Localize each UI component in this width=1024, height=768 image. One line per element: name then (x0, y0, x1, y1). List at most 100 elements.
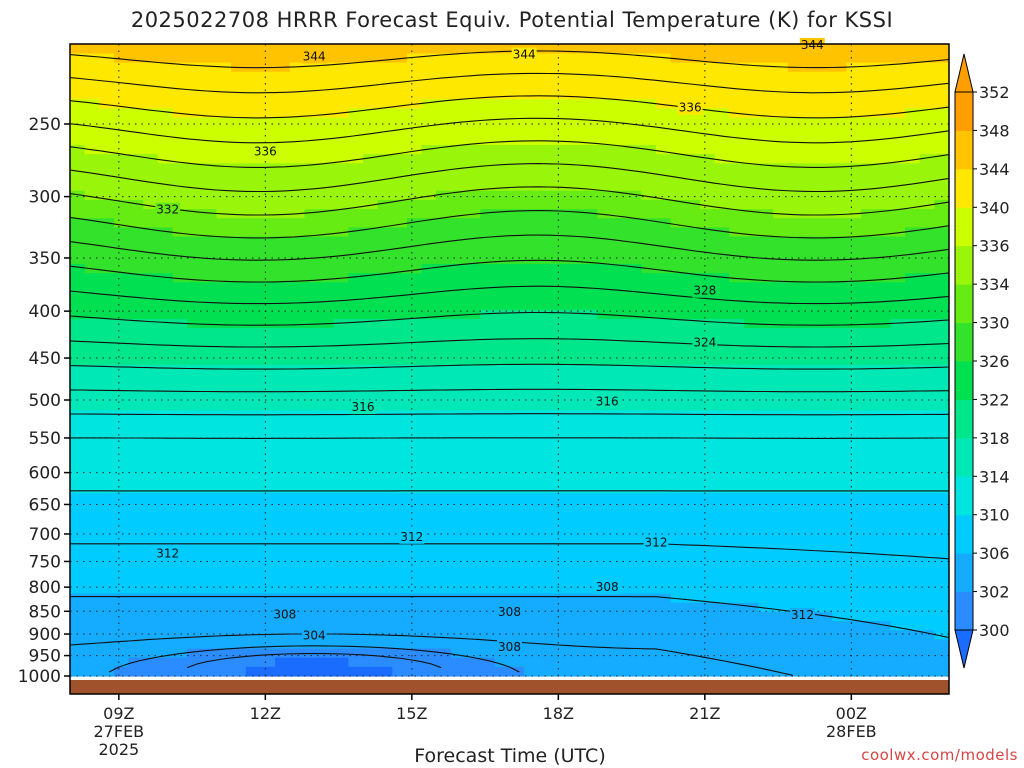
field-cell (494, 328, 511, 338)
field-cell (685, 300, 701, 311)
field-cell (538, 520, 555, 531)
field-cell (597, 53, 613, 64)
field-cell (465, 456, 481, 467)
field-cell (714, 383, 730, 393)
field-cell (480, 465, 496, 476)
field-cell (245, 666, 262, 677)
field-cell (787, 117, 804, 128)
field-cell (348, 383, 364, 393)
field-cell (363, 437, 379, 448)
field-cell (99, 62, 115, 73)
field-cell (187, 584, 203, 595)
field-cell (729, 71, 745, 82)
field-cell (70, 145, 86, 155)
field-cell (128, 630, 144, 640)
field-cell (231, 218, 247, 229)
field-cell (304, 474, 320, 485)
field-cell (113, 447, 130, 457)
field-cell (524, 117, 540, 128)
field-cell (846, 474, 862, 485)
field-cell (509, 199, 525, 210)
field-cell (919, 218, 935, 229)
credit-link[interactable]: coolwx.com/models (861, 746, 1018, 764)
field-cell (157, 639, 174, 650)
field-cell (319, 135, 335, 146)
field-cell (743, 254, 760, 265)
field-cell (831, 80, 848, 91)
field-cell (743, 309, 760, 320)
field-cell (363, 245, 379, 256)
field-cell (113, 163, 130, 174)
field-cell (597, 273, 613, 283)
field-cell (99, 383, 115, 393)
contour-label: 344 (513, 48, 536, 62)
field-cell (84, 419, 100, 430)
field-cell (919, 492, 935, 503)
field-cell (802, 602, 818, 613)
field-cell (201, 318, 218, 329)
field-cell (450, 236, 467, 247)
field-cell (187, 99, 203, 109)
field-cell (802, 419, 818, 430)
field-cell (450, 245, 467, 256)
field-cell (568, 419, 584, 430)
field-cell (216, 419, 232, 430)
field-cell (773, 318, 789, 329)
field-cell (99, 53, 115, 64)
field-cell (582, 383, 598, 393)
field-cell (84, 602, 100, 613)
field-cell (919, 556, 935, 567)
field-cell (128, 511, 144, 521)
field-cell (641, 346, 657, 357)
field-cell (802, 282, 818, 293)
field-cell (260, 117, 276, 128)
field-cell (392, 419, 408, 430)
field-cell (494, 511, 511, 521)
field-cell (436, 300, 452, 311)
field-cell (143, 172, 159, 183)
field-cell (802, 566, 818, 576)
field-cell (465, 218, 481, 229)
field-cell (319, 291, 335, 302)
field-cell (758, 602, 774, 613)
field-cell (597, 511, 613, 521)
field-cell (231, 666, 247, 677)
field-cell (99, 126, 115, 137)
field-cell (113, 511, 130, 521)
field-cell (275, 80, 291, 91)
field-cell (421, 254, 437, 265)
field-cell (275, 245, 291, 256)
field-cell (157, 483, 174, 494)
field-cell (319, 346, 335, 357)
field-cell (187, 236, 203, 247)
field-cell (714, 44, 730, 55)
field-cell (245, 199, 262, 210)
field-cell (509, 291, 525, 302)
field-cell (260, 575, 276, 586)
field-cell (729, 556, 745, 567)
field-cell (70, 648, 86, 659)
field-cell (128, 99, 144, 109)
field-cell (861, 621, 877, 631)
field-cell (377, 337, 393, 348)
field-cell (216, 657, 232, 668)
field-cell (685, 401, 701, 412)
field-cell (494, 190, 511, 201)
field-cell (245, 657, 262, 668)
field-cell (319, 392, 335, 402)
field-cell (333, 584, 349, 595)
field-cell (113, 71, 130, 82)
field-cell (216, 483, 232, 494)
field-cell (626, 575, 642, 586)
field-cell (392, 364, 408, 375)
field-cell (377, 483, 393, 494)
field-cell (641, 456, 657, 467)
field-cell (758, 483, 774, 494)
field-cell (319, 492, 335, 503)
field-cell (861, 108, 877, 119)
field-cell (875, 309, 891, 320)
field-cell (480, 245, 496, 256)
field-cell (348, 547, 364, 558)
field-cell (333, 373, 349, 384)
field-cell (143, 181, 159, 192)
